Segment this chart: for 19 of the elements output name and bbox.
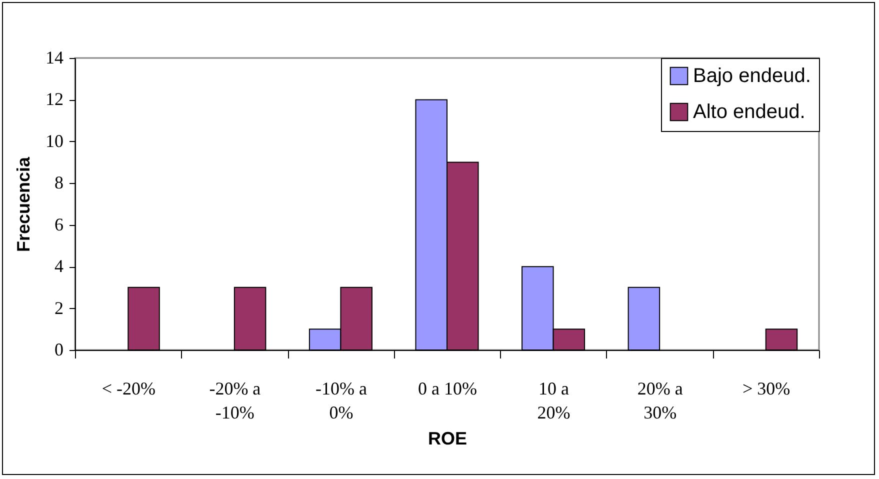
y-tick-label: 6 bbox=[54, 214, 64, 234]
y-tick-label: 2 bbox=[54, 298, 64, 318]
legend-label: Bajo endeud. bbox=[693, 65, 811, 87]
y-tick-label: 4 bbox=[54, 256, 64, 276]
x-tick-label: 10 a 20% bbox=[537, 378, 570, 422]
x-tick-label: -20% a -10% bbox=[209, 378, 261, 422]
y-tick-label: 0 bbox=[54, 340, 64, 360]
x-tick-label: -10% a 0% bbox=[315, 378, 367, 422]
x-tick-label: > 30% bbox=[742, 378, 790, 398]
y-tick-label: 14 bbox=[46, 48, 64, 68]
x-tick-label: 20% a 30% bbox=[637, 378, 683, 422]
legend-label: Alto endeud. bbox=[693, 101, 806, 123]
x-axis-title: ROE bbox=[428, 428, 468, 448]
y-axis-title: Frecuencia bbox=[14, 156, 34, 252]
x-tick-label: 0 a 10% bbox=[418, 378, 477, 398]
y-tick-label: 12 bbox=[46, 89, 64, 110]
y-tick-label: 10 bbox=[46, 130, 64, 151]
y-tick-label: 8 bbox=[54, 172, 64, 193]
x-tick-label: < -20% bbox=[102, 378, 156, 398]
